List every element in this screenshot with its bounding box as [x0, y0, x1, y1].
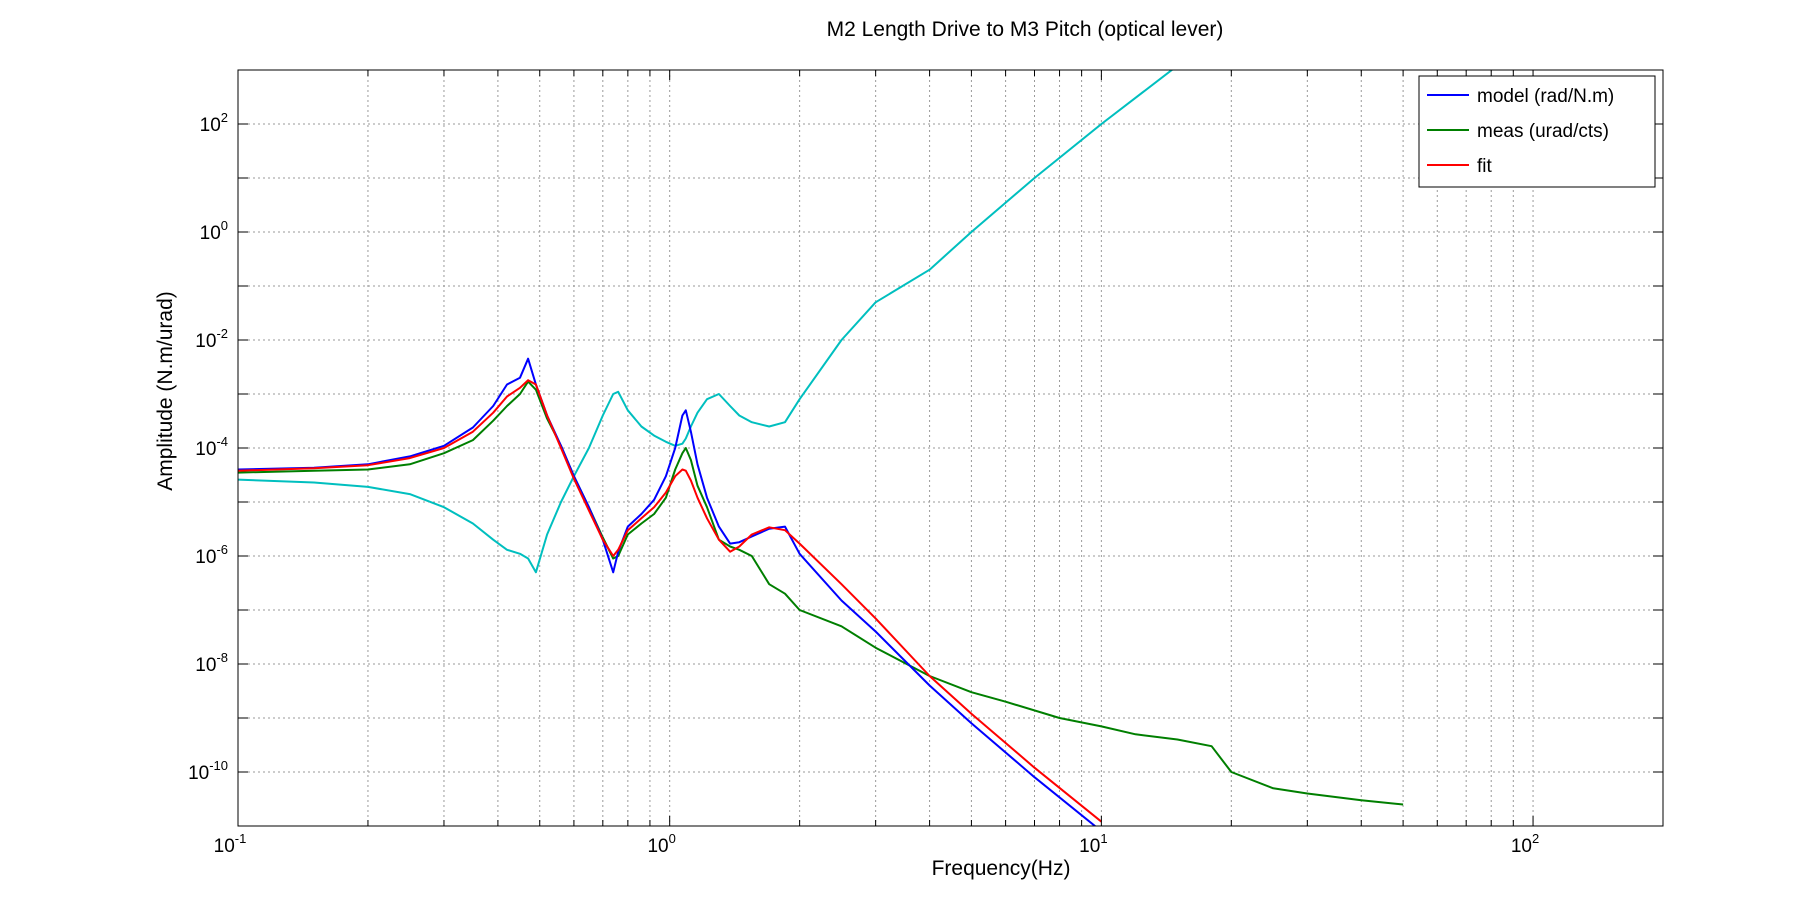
y-tick-label: 10-2 — [195, 326, 228, 352]
x-tick-label: 102 — [1511, 831, 1539, 857]
plot-area: 10-1 100 101 102 10-10 10-8 10-6 10-4 10-2 100 102… — [188, 69, 1664, 857]
series-meas-line — [238, 380, 1404, 806]
legend-label: meas (urad/cts) — [1477, 121, 1609, 142]
series-fit-line — [238, 379, 1103, 823]
y-tick-label: 10-6 — [195, 542, 228, 568]
y-tick-label: 10-8 — [195, 650, 228, 676]
y-tick-label: 100 — [200, 218, 228, 244]
y-tick-label: 102 — [200, 110, 228, 136]
x-tick-label: 100 — [647, 831, 675, 857]
series-cyan-line — [238, 70, 1174, 574]
y-tick-label: 10-4 — [195, 434, 228, 460]
x-tick-label: 101 — [1079, 831, 1107, 857]
x-tick-label: 10-1 — [214, 831, 247, 857]
legend-label: fit — [1477, 156, 1493, 177]
y-axis-label: Amplitude (N.m/urad) — [154, 291, 177, 491]
legend-label: model (rad/N.m) — [1477, 86, 1614, 107]
chart-title: M2 Length Drive to M3 Pitch (optical lev… — [827, 18, 1224, 41]
plot-background — [238, 70, 1663, 826]
x-axis-label: Frequency(Hz) — [932, 857, 1071, 880]
y-tick-label: 10-10 — [188, 758, 228, 784]
